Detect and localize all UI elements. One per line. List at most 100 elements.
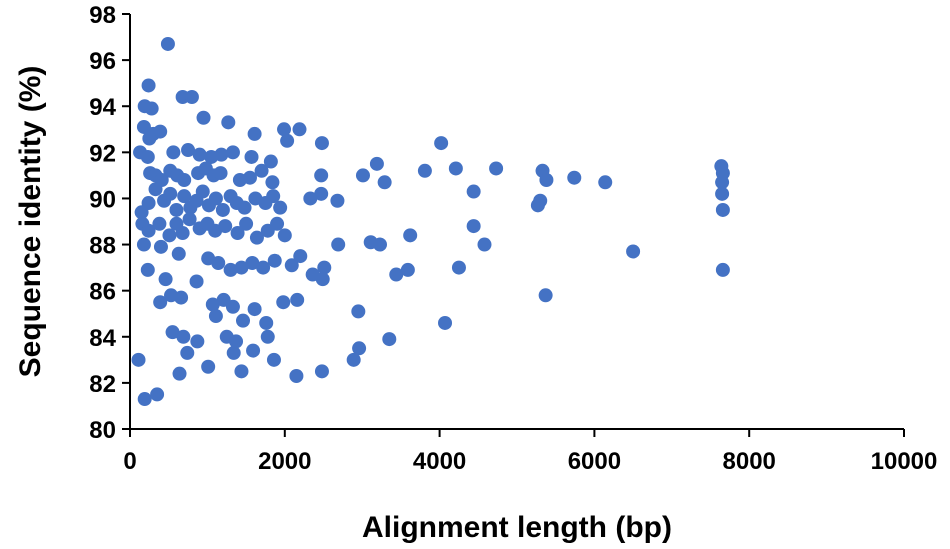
data-point <box>438 315 453 330</box>
data-point <box>225 299 240 314</box>
data-point <box>265 175 280 190</box>
data-point <box>377 175 392 190</box>
data-point <box>260 329 275 344</box>
data-point <box>355 168 370 183</box>
data-point <box>211 256 226 270</box>
data-point <box>530 198 545 213</box>
data-point <box>205 297 220 312</box>
y-tick-label: 86 <box>89 279 116 306</box>
data-point <box>226 345 241 360</box>
data-point <box>259 315 274 330</box>
y-axis-title: Sequence identity (%) <box>14 66 47 378</box>
data-point <box>158 272 173 287</box>
axes <box>129 14 904 430</box>
data-point <box>181 143 196 158</box>
data-point <box>277 122 292 137</box>
data-point <box>165 325 180 340</box>
data-point <box>403 228 418 243</box>
data-point <box>184 90 199 104</box>
data-point <box>150 387 165 402</box>
data-point <box>273 200 288 215</box>
data-point <box>539 173 554 187</box>
y-tick-label: 88 <box>89 233 116 260</box>
data-point <box>314 364 329 379</box>
data-point <box>448 161 463 176</box>
y-tick-label: 90 <box>89 186 116 213</box>
x-axis-ticks: 0 2000 4000 6000 8000 10000 <box>123 429 937 475</box>
data-point <box>180 345 195 360</box>
data-point <box>626 244 641 259</box>
data-point <box>280 133 295 148</box>
data-point <box>218 219 233 234</box>
y-tick-label: 92 <box>89 140 116 167</box>
y-tick-label: 96 <box>89 48 116 75</box>
data-point <box>162 228 177 243</box>
data-point <box>242 170 257 185</box>
data-point <box>140 149 155 164</box>
y-tick-label: 80 <box>89 417 116 444</box>
data-point <box>208 191 223 206</box>
data-point <box>256 260 271 275</box>
data-point <box>314 186 329 201</box>
data-point <box>144 101 159 116</box>
x-tick-label: 6000 <box>568 448 621 475</box>
data-point <box>400 262 415 277</box>
data-point <box>346 352 361 367</box>
x-tick-label: 10000 <box>871 448 938 475</box>
data-point <box>303 191 318 206</box>
data-point <box>215 202 230 217</box>
x-tick-label: 8000 <box>723 448 776 475</box>
data-point <box>466 219 481 234</box>
data-point <box>225 145 240 160</box>
data-point <box>267 253 282 268</box>
data-point <box>160 36 175 51</box>
data-point <box>715 262 730 277</box>
data-point <box>567 170 582 185</box>
data-point <box>175 226 190 241</box>
data-point <box>148 182 163 197</box>
data-point <box>230 226 245 241</box>
data-point <box>182 212 197 227</box>
data-point <box>189 274 204 289</box>
data-point <box>137 392 152 407</box>
data-point <box>247 126 262 141</box>
y-tick-label: 84 <box>89 325 116 352</box>
data-point <box>382 332 397 347</box>
data-point <box>270 216 285 231</box>
x-tick-label: 0 <box>123 448 136 475</box>
data-point <box>317 260 332 275</box>
data-point <box>715 186 730 201</box>
y-tick-label: 98 <box>89 2 116 29</box>
data-point <box>192 147 207 162</box>
data-point <box>190 334 205 349</box>
data-point <box>314 136 329 151</box>
data-point <box>315 272 330 287</box>
data-point <box>196 110 211 125</box>
data-point <box>177 189 192 204</box>
x-tick-label: 4000 <box>413 448 466 475</box>
data-point <box>292 122 307 137</box>
data-point <box>245 256 260 270</box>
data-point <box>131 352 146 367</box>
data-point <box>247 302 262 317</box>
data-point <box>229 334 244 349</box>
data-point <box>598 175 613 190</box>
data-point <box>221 115 236 130</box>
data-point <box>136 237 151 252</box>
data-point <box>141 223 156 238</box>
data-point <box>234 260 249 275</box>
data-point <box>140 262 155 277</box>
data-point <box>369 156 384 171</box>
data-point <box>284 258 299 273</box>
data-point <box>201 359 216 374</box>
data-point <box>331 237 346 252</box>
data-point <box>153 295 168 310</box>
data-points <box>131 36 730 407</box>
data-point <box>153 124 168 139</box>
data-point <box>141 196 156 211</box>
data-point <box>237 200 252 215</box>
data-point <box>152 216 167 231</box>
data-point <box>246 343 261 358</box>
data-point <box>715 175 730 190</box>
data-point <box>239 216 254 231</box>
